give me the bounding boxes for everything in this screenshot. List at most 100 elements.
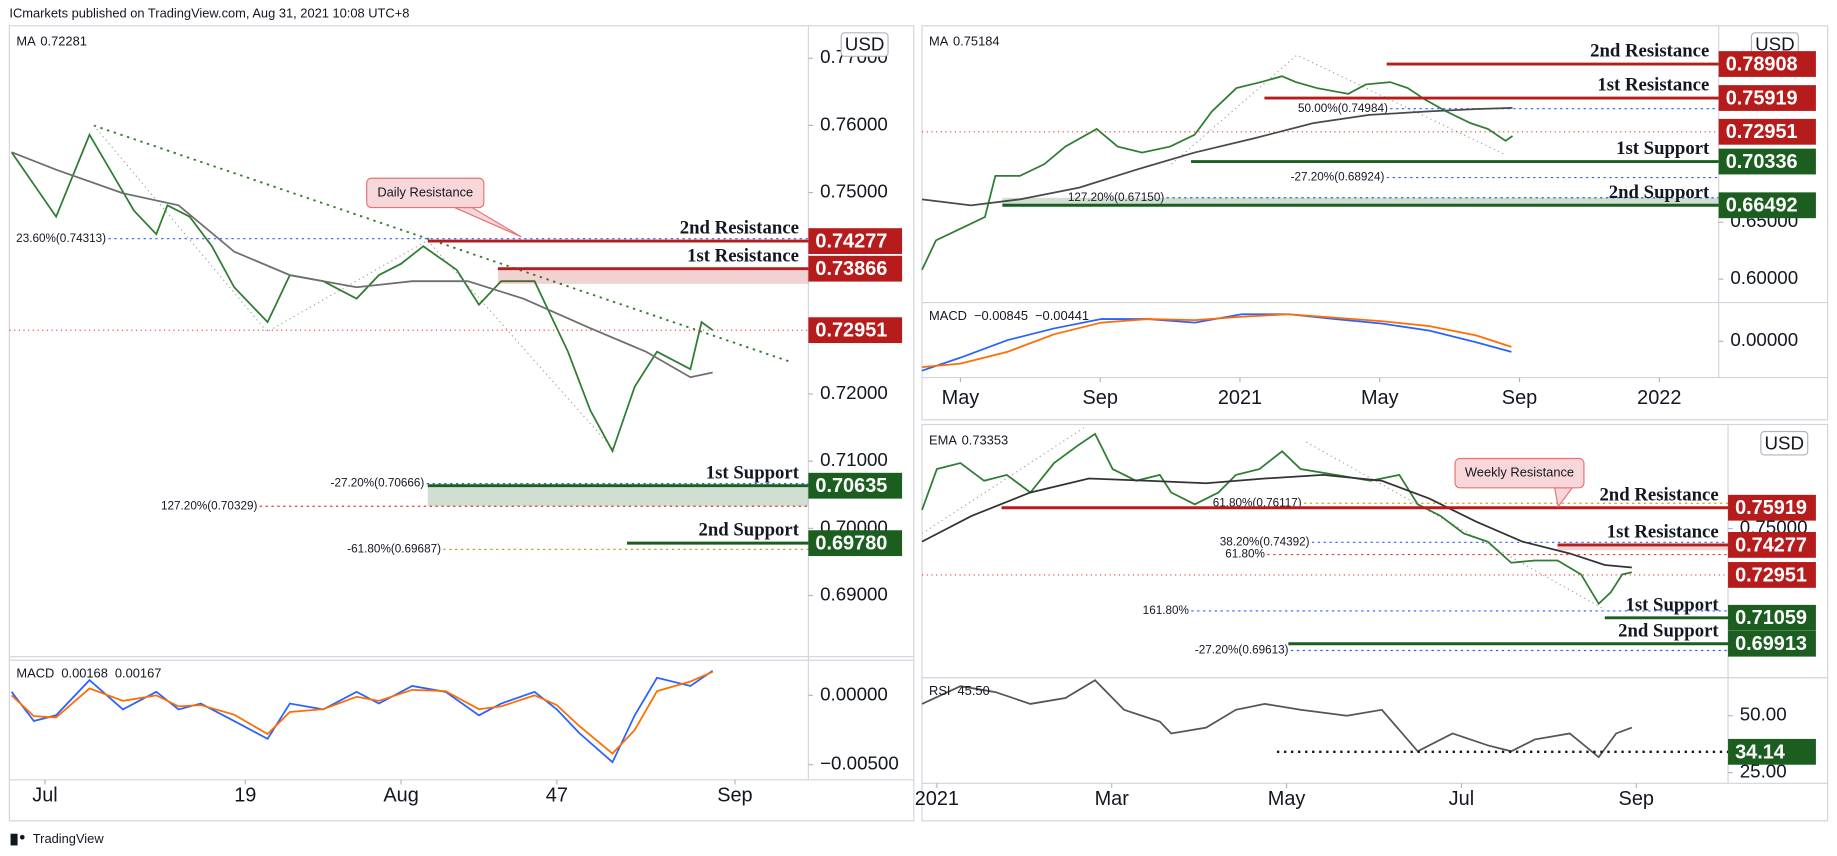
y-tick-label: 0.69000 bbox=[820, 583, 888, 604]
fib-label: -61.80%(0.69687) bbox=[347, 542, 441, 555]
x-tick-label: Jul bbox=[1449, 788, 1474, 810]
fib-label: 127.20%(0.70329) bbox=[161, 499, 257, 512]
price-label: 0.72951 bbox=[1726, 121, 1798, 143]
callout-text: Weekly Resistance bbox=[1465, 465, 1574, 480]
series-line bbox=[921, 313, 1512, 369]
x-tick-label: Sep bbox=[1083, 387, 1118, 409]
price-label: 0.78908 bbox=[1726, 53, 1798, 75]
price-label: 0.71059 bbox=[1735, 607, 1807, 629]
price-label-box bbox=[1718, 51, 1816, 77]
level-name: 2nd Support bbox=[1609, 182, 1710, 203]
currency: USD bbox=[1755, 34, 1795, 55]
price-label: 0.72951 bbox=[815, 320, 887, 342]
logo-mark bbox=[19, 834, 25, 840]
level-zone bbox=[1557, 544, 1729, 551]
header: ICmarkets published on TradingView.com, … bbox=[9, 5, 409, 20]
price-label: 0.74277 bbox=[1735, 534, 1807, 556]
level-name: 1st Support bbox=[706, 462, 800, 483]
price-label-box bbox=[1728, 562, 1816, 588]
price-label: 0.75919 bbox=[1726, 87, 1798, 109]
y-tick-label: 0.76000 bbox=[820, 113, 888, 134]
price-label-box bbox=[808, 255, 903, 282]
currency-box bbox=[840, 32, 889, 57]
indicator-name: MA bbox=[16, 34, 36, 49]
x-tick-label: 19 bbox=[234, 784, 256, 806]
x-tick-label: Sep bbox=[1502, 387, 1537, 409]
fib-label: 50.00%(0.74984) bbox=[1298, 102, 1388, 115]
series-line bbox=[10, 132, 714, 454]
price-label: 0.69780 bbox=[815, 533, 887, 555]
fib-label: 38.20%(0.74392) bbox=[1220, 535, 1310, 548]
pane-legend-value: 0.00167 bbox=[115, 666, 162, 681]
series-line bbox=[11, 151, 713, 379]
series-line bbox=[921, 679, 1633, 759]
callout-box bbox=[1454, 457, 1585, 489]
x-tick-label: Aug bbox=[383, 784, 418, 806]
x-tick-label: Sep bbox=[1619, 788, 1654, 810]
price-label: 0.69913 bbox=[1735, 633, 1807, 655]
fib-label: -27.20%(0.68924) bbox=[1291, 171, 1385, 184]
price-label-box bbox=[1728, 532, 1816, 558]
series-line bbox=[921, 432, 1633, 606]
indicator-value: 0.75184 bbox=[953, 34, 1000, 49]
price-label-box bbox=[808, 317, 903, 344]
y-tick-label: 0.75000 bbox=[820, 180, 888, 201]
x-tick-label: May bbox=[942, 387, 980, 409]
level-name: 1st Resistance bbox=[1597, 75, 1709, 96]
indicator-value: 0.72281 bbox=[40, 34, 87, 49]
level-name: 1st Support bbox=[1616, 138, 1710, 159]
pane-name: MACD bbox=[16, 666, 54, 681]
y-tick-label: −0.00500 bbox=[820, 753, 899, 774]
callout-text: Daily Resistance bbox=[377, 184, 473, 199]
price-label: 0.72951 bbox=[1735, 564, 1807, 586]
currency-box bbox=[1760, 430, 1809, 456]
pane-name: MACD bbox=[929, 308, 967, 323]
y-tick-label: 0.72000 bbox=[820, 382, 888, 403]
price-label-box bbox=[1728, 738, 1816, 765]
panel-border bbox=[921, 423, 1829, 822]
price-label: 0.75919 bbox=[1735, 497, 1807, 519]
price-label: 0.70635 bbox=[815, 475, 887, 497]
x-tick-label: 2022 bbox=[1637, 387, 1681, 409]
level-name: 2nd Support bbox=[1618, 620, 1719, 641]
x-tick-label: 2021 bbox=[915, 788, 959, 810]
x-tick-label: Sep bbox=[717, 784, 752, 806]
level-zone bbox=[497, 268, 809, 284]
level-zone bbox=[427, 485, 809, 507]
x-tick-label: Jul bbox=[32, 784, 57, 806]
pane-legend-value: −0.00845 bbox=[974, 308, 1028, 323]
level-name: 1st Resistance bbox=[687, 245, 799, 266]
series-line bbox=[10, 670, 714, 755]
level-name: 2nd Resistance bbox=[1590, 41, 1709, 62]
y-tick-label: 0.71000 bbox=[820, 449, 888, 470]
y-tick-label: 25.00 bbox=[1740, 761, 1787, 782]
level-name: 1st Support bbox=[1625, 594, 1719, 615]
fib-label: 61.80% bbox=[1225, 548, 1265, 561]
footer: TradingView bbox=[33, 831, 105, 846]
x-tick-label: 2021 bbox=[1218, 387, 1262, 409]
fib-connector bbox=[1305, 441, 1606, 611]
y-tick-label: 0.00000 bbox=[820, 683, 888, 704]
fib-label: 23.60%(0.74313) bbox=[16, 232, 106, 245]
panel-border bbox=[921, 25, 1829, 421]
level-zone bbox=[1002, 197, 1719, 206]
price-label-box bbox=[808, 530, 903, 557]
price-label-box bbox=[1728, 630, 1816, 657]
currency: USD bbox=[1764, 432, 1804, 453]
fib-label: 127.20%(0.67150) bbox=[1068, 191, 1164, 204]
price-label-box bbox=[1718, 148, 1816, 175]
series-line bbox=[921, 107, 1513, 207]
series-line bbox=[921, 75, 1513, 271]
level-name: 1st Resistance bbox=[1607, 521, 1719, 542]
price-label-box bbox=[1718, 85, 1816, 111]
x-tick-label: 47 bbox=[546, 784, 568, 806]
level-name: 2nd Resistance bbox=[680, 218, 799, 239]
series-line bbox=[10, 670, 714, 764]
trend-line bbox=[93, 124, 789, 363]
indicator-name: EMA bbox=[929, 432, 957, 447]
price-label-box bbox=[1728, 604, 1816, 631]
fib-label: -27.20%(0.69613) bbox=[1195, 644, 1289, 657]
y-tick-label: 0.60000 bbox=[1730, 267, 1798, 288]
